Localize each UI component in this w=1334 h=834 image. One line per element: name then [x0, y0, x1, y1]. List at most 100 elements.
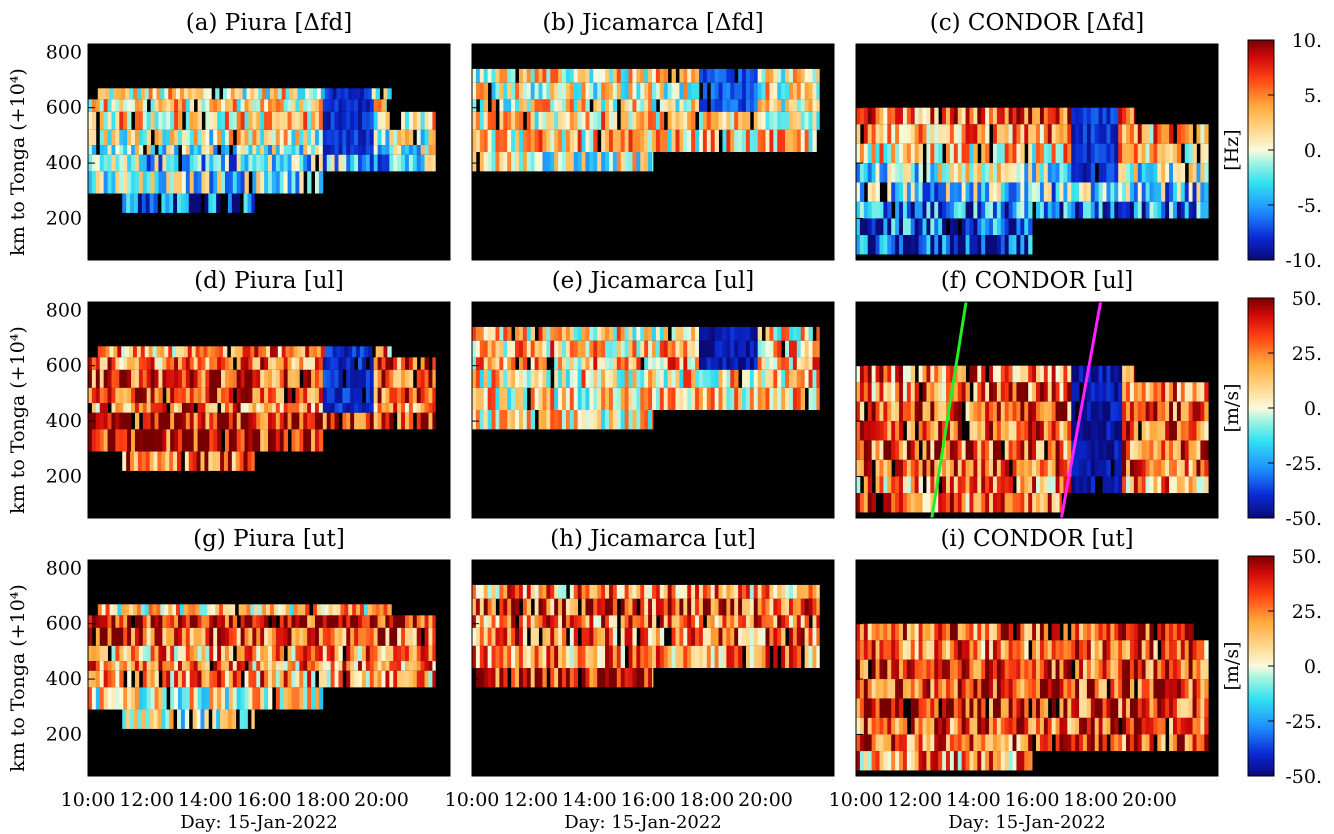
heatmap-cell: [141, 451, 147, 471]
heatmap-cell: [1129, 143, 1135, 164]
heatmap-cell: [107, 369, 112, 388]
heatmap-cell: [1055, 124, 1060, 144]
heatmap-cell: [1004, 182, 1010, 202]
heatmap-cell: [573, 369, 579, 388]
heatmap-cell: [1063, 382, 1068, 402]
heatmap-cell: [428, 627, 433, 646]
heatmap-cell: [1172, 459, 1178, 477]
heatmap-cell: [875, 382, 880, 402]
heatmap-cell: [985, 401, 990, 422]
heatmap-cell: [326, 357, 332, 370]
heatmap-cell: [914, 640, 920, 660]
heatmap-cell: [221, 145, 226, 155]
heatmap-cell: [1055, 679, 1060, 699]
heatmap-cell: [209, 403, 214, 413]
heatmap-cell: [671, 598, 676, 616]
heatmap-cell: [546, 387, 551, 410]
heatmap-cell: [369, 369, 375, 388]
heatmap-cell: [679, 129, 684, 152]
y-tick-label: 800: [46, 299, 82, 321]
heatmap-cell: [119, 429, 124, 452]
heatmap-cell: [91, 111, 97, 130]
heatmap-cell: [1129, 401, 1135, 422]
heatmap-cell: [1079, 107, 1084, 125]
heatmap-cell: [428, 369, 433, 388]
heatmap-cell: [773, 326, 778, 341]
heatmap-cell: [365, 412, 371, 430]
heatmap-cell: [1098, 124, 1103, 144]
heatmap-cell: [934, 365, 939, 383]
heatmap-cell: [887, 218, 892, 236]
heatmap-cell: [377, 661, 382, 671]
heatmap-cell: [593, 645, 598, 668]
heatmap-cell: [573, 82, 579, 100]
heatmap-cell: [612, 326, 618, 341]
heatmap-cell: [103, 369, 108, 388]
heatmap-cell: [299, 412, 304, 430]
heatmap-cell: [1149, 640, 1154, 660]
heatmap-cell: [605, 152, 610, 172]
heatmap-cell: [546, 598, 551, 616]
heatmap-cell: [1094, 382, 1100, 402]
heatmap-cell: [174, 687, 179, 710]
heatmap-cell: [197, 645, 202, 662]
heatmap-cell: [1008, 143, 1013, 164]
heatmap-cell: [538, 326, 543, 341]
heatmap-cell: [264, 645, 269, 662]
heatmap-cell: [495, 82, 500, 100]
heatmap-cell: [342, 111, 347, 130]
heatmap-cell: [965, 476, 970, 494]
heatmap-cell: [792, 68, 798, 83]
heatmap-cell: [299, 145, 304, 155]
heatmap-cell: [1047, 107, 1053, 125]
heatmap-cell: [1126, 124, 1131, 144]
heatmap-cell: [515, 668, 520, 688]
panel-frame: [855, 43, 1219, 261]
heatmap-cell: [636, 357, 641, 370]
heatmap-cell: [383, 346, 388, 358]
heatmap-cell: [628, 369, 633, 388]
heatmap-cell: [383, 604, 388, 616]
heatmap-cell: [88, 145, 93, 155]
heatmap-cell: [1106, 476, 1111, 494]
heatmap-cell: [1133, 201, 1139, 219]
heatmap-cell: [134, 145, 140, 155]
heatmap-cell: [281, 88, 287, 100]
heatmap-cell: [891, 163, 896, 183]
heatmap-cell: [1032, 143, 1037, 164]
heatmap-cell: [996, 201, 1002, 219]
heatmap-cell: [166, 145, 171, 155]
heatmap-cell: [244, 627, 249, 646]
heatmap-cell: [105, 88, 110, 100]
y-tick-label: 200: [46, 723, 82, 745]
heatmap-cell: [577, 410, 582, 430]
heatmap-cell: [246, 604, 251, 616]
heatmap-cell: [722, 111, 727, 130]
heatmap-cell: [424, 154, 429, 172]
heatmap-cell: [546, 627, 551, 646]
heatmap-cell: [714, 340, 719, 358]
heatmap-cell: [812, 369, 817, 388]
heatmap-cell: [734, 111, 739, 130]
heatmap-cell: [765, 627, 770, 646]
heatmap-cell: [271, 412, 277, 430]
heatmap-cell: [342, 99, 347, 112]
heatmap-cell: [161, 451, 166, 471]
heatmap-cell: [573, 68, 579, 83]
heatmap-cell: [887, 679, 892, 699]
heatmap-cell: [1051, 124, 1056, 144]
heatmap-cell: [973, 401, 978, 422]
heatmap-cell: [307, 615, 312, 628]
heatmap-cell: [1036, 623, 1041, 641]
heatmap-cell: [236, 369, 242, 388]
heatmap-cell: [299, 670, 304, 688]
heatmap-cell: [1090, 476, 1096, 494]
heatmap-cell: [197, 129, 202, 146]
heatmap-cell: [550, 584, 555, 599]
heatmap-cell: [1036, 124, 1041, 144]
heatmap-cell: [404, 645, 410, 662]
heatmap-cell: [1036, 163, 1041, 183]
heatmap-cell: [311, 99, 316, 112]
heatmap-cell: [107, 412, 112, 430]
heatmap-cell: [1020, 201, 1025, 219]
